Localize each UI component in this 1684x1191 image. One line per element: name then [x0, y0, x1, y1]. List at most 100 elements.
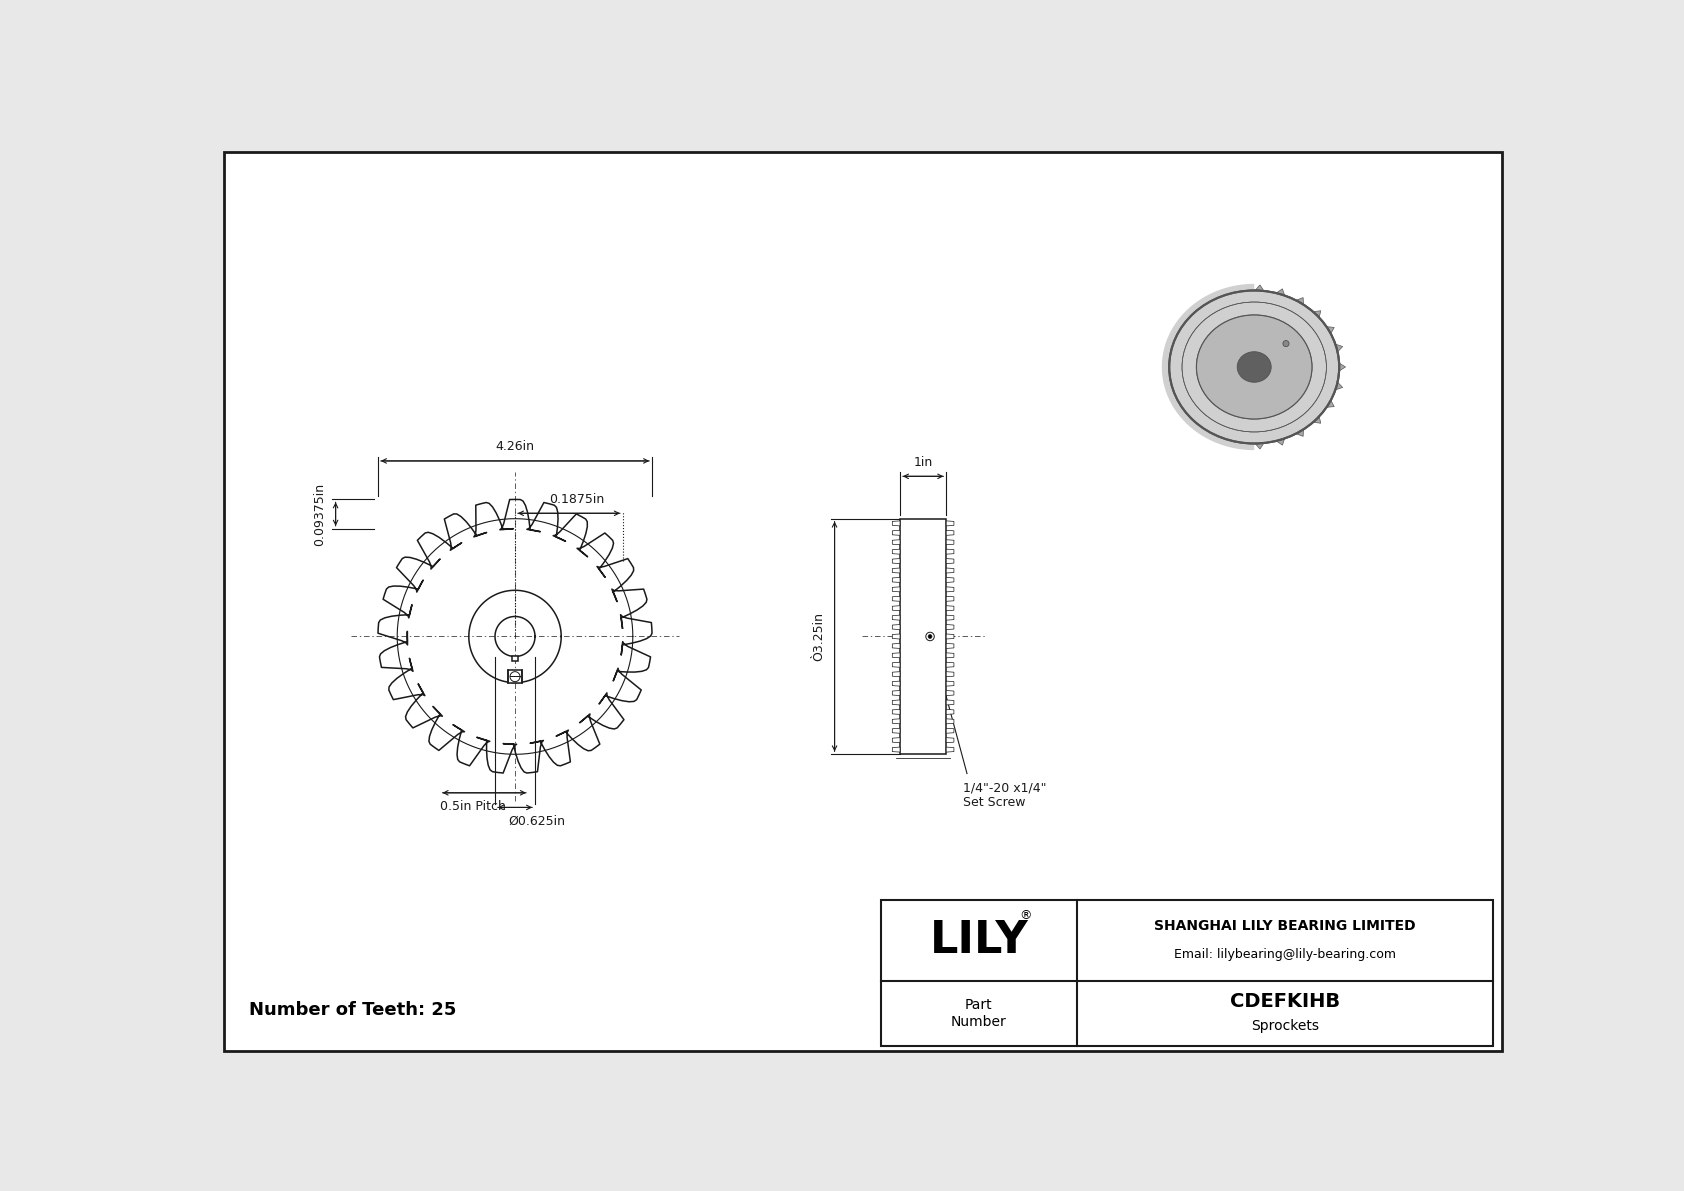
Circle shape: [1283, 341, 1288, 347]
Polygon shape: [1196, 304, 1207, 314]
Ellipse shape: [1211, 300, 1327, 404]
Bar: [509, 669, 522, 682]
Circle shape: [1283, 341, 1288, 347]
Polygon shape: [893, 653, 899, 657]
Text: SHANGHAI LILY BEARING LIMITED: SHANGHAI LILY BEARING LIMITED: [1154, 918, 1416, 933]
Text: Number of Teeth: 25: Number of Teeth: 25: [249, 1000, 456, 1019]
Polygon shape: [893, 643, 899, 648]
Polygon shape: [946, 559, 953, 563]
Text: 0.1875in: 0.1875in: [549, 493, 605, 506]
Polygon shape: [893, 559, 899, 563]
Polygon shape: [1169, 388, 1182, 400]
Polygon shape: [1233, 437, 1246, 448]
Polygon shape: [1180, 405, 1192, 416]
Polygon shape: [893, 672, 899, 676]
Polygon shape: [893, 540, 899, 544]
Text: Ø0.625in: Ø0.625in: [509, 815, 566, 828]
Polygon shape: [1196, 419, 1207, 430]
Polygon shape: [946, 587, 953, 592]
Text: 1in: 1in: [913, 456, 933, 468]
Polygon shape: [946, 662, 953, 667]
Polygon shape: [1330, 343, 1342, 355]
Polygon shape: [893, 728, 899, 734]
Text: 0.5in Pitch: 0.5in Pitch: [440, 800, 505, 813]
Polygon shape: [946, 578, 953, 582]
Polygon shape: [1335, 361, 1346, 374]
Polygon shape: [1212, 430, 1226, 442]
Ellipse shape: [1169, 291, 1339, 443]
Polygon shape: [946, 615, 953, 621]
Polygon shape: [946, 520, 953, 526]
Polygon shape: [946, 540, 953, 544]
Polygon shape: [946, 737, 953, 743]
Polygon shape: [946, 606, 953, 611]
Polygon shape: [1162, 283, 1255, 450]
Polygon shape: [946, 691, 953, 696]
Circle shape: [928, 635, 931, 638]
Polygon shape: [1253, 285, 1266, 294]
Polygon shape: [1273, 435, 1287, 445]
Polygon shape: [893, 530, 899, 535]
Polygon shape: [1233, 286, 1246, 297]
Polygon shape: [1253, 439, 1266, 449]
Bar: [881, 900, 1494, 1046]
Polygon shape: [893, 691, 899, 696]
Text: Ò3.25in: Ò3.25in: [812, 612, 825, 661]
Polygon shape: [1169, 335, 1182, 347]
Polygon shape: [893, 520, 899, 526]
Ellipse shape: [1169, 291, 1339, 443]
Polygon shape: [893, 662, 899, 667]
Text: Sprockets: Sprockets: [1251, 1019, 1319, 1034]
Polygon shape: [1330, 379, 1342, 392]
Circle shape: [926, 632, 935, 641]
Polygon shape: [1180, 319, 1192, 330]
Bar: [899, 518, 946, 754]
Polygon shape: [1322, 397, 1334, 407]
Polygon shape: [893, 578, 899, 582]
Polygon shape: [1322, 326, 1334, 337]
Polygon shape: [893, 568, 899, 573]
Polygon shape: [1292, 425, 1303, 436]
Text: Part
Number: Part Number: [951, 998, 1007, 1029]
Polygon shape: [893, 634, 899, 640]
Polygon shape: [893, 681, 899, 686]
Polygon shape: [1212, 293, 1226, 304]
Bar: [512, 656, 519, 661]
Polygon shape: [893, 606, 899, 611]
Polygon shape: [1308, 311, 1320, 322]
Polygon shape: [946, 728, 953, 734]
Polygon shape: [893, 737, 899, 743]
Polygon shape: [893, 710, 899, 715]
Polygon shape: [946, 681, 953, 686]
Polygon shape: [946, 597, 953, 601]
Polygon shape: [1273, 289, 1287, 300]
Polygon shape: [946, 568, 953, 573]
Polygon shape: [1196, 355, 1320, 369]
Polygon shape: [946, 710, 953, 715]
Polygon shape: [946, 719, 953, 724]
Polygon shape: [893, 719, 899, 724]
Ellipse shape: [1196, 314, 1312, 419]
Polygon shape: [946, 643, 953, 648]
Polygon shape: [893, 587, 899, 592]
Polygon shape: [893, 747, 899, 752]
Text: CDEFKIHB: CDEFKIHB: [1229, 992, 1340, 1011]
Text: LILY: LILY: [930, 918, 1029, 962]
Polygon shape: [1308, 412, 1320, 423]
Polygon shape: [1292, 298, 1303, 308]
Polygon shape: [946, 747, 953, 752]
Polygon shape: [946, 530, 953, 535]
Polygon shape: [893, 624, 899, 630]
Polygon shape: [946, 700, 953, 705]
Polygon shape: [1164, 369, 1175, 382]
Polygon shape: [1164, 351, 1175, 364]
Polygon shape: [946, 653, 953, 657]
Polygon shape: [893, 615, 899, 621]
Text: Email: lilybearing@lily-bearing.com: Email: lilybearing@lily-bearing.com: [1174, 948, 1396, 961]
Polygon shape: [946, 624, 953, 630]
Polygon shape: [946, 672, 953, 676]
Text: ®: ®: [1019, 909, 1031, 922]
Polygon shape: [893, 597, 899, 601]
Text: 4.26in: 4.26in: [495, 441, 534, 454]
Ellipse shape: [1238, 351, 1271, 382]
